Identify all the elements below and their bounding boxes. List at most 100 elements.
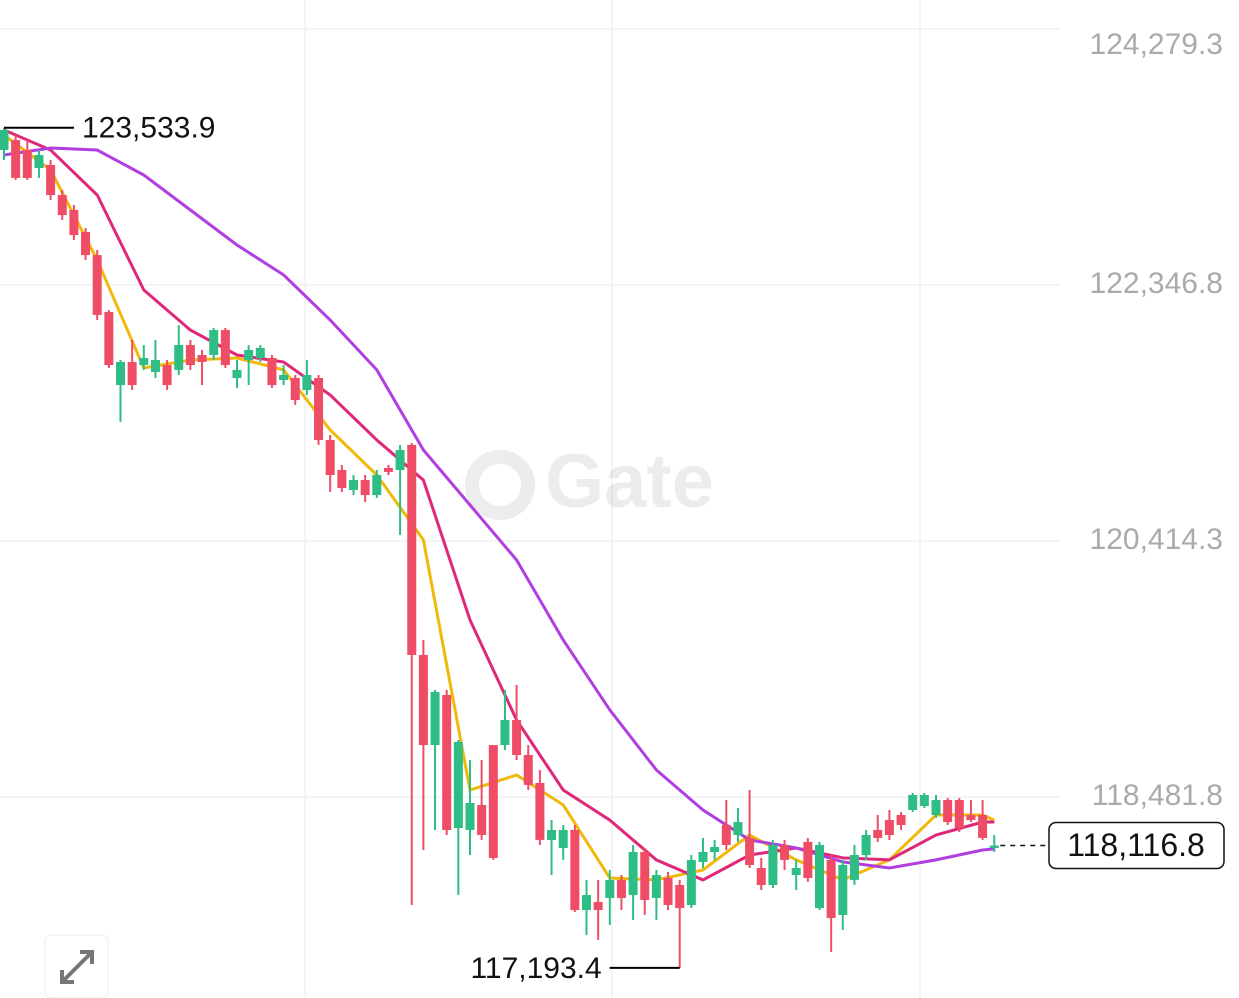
candle-body <box>815 844 824 909</box>
candle-body <box>34 155 44 169</box>
candle-body <box>791 868 801 876</box>
candle-body <box>477 804 487 836</box>
candle-body <box>698 851 708 862</box>
candle-body <box>616 879 626 898</box>
candle-body <box>861 835 871 856</box>
candle-body <box>314 378 324 441</box>
candle-body <box>931 800 941 816</box>
expand-icon[interactable] <box>60 950 94 984</box>
candle-body <box>337 469 347 489</box>
watermark-group: Gate <box>465 439 714 524</box>
candle-body <box>593 901 603 911</box>
candle-body <box>11 140 21 178</box>
candle-body <box>267 358 277 386</box>
candle-body <box>780 844 790 860</box>
candle-body <box>465 802 475 830</box>
candle-body <box>628 851 638 896</box>
candle-body <box>197 354 207 362</box>
candle-body <box>535 782 545 840</box>
candle-body <box>92 255 102 315</box>
candle-body <box>81 232 91 256</box>
candle-body <box>174 345 184 370</box>
candle-body <box>0 129 9 150</box>
candle-body <box>139 358 149 366</box>
candle-body <box>220 330 230 366</box>
candle-body <box>232 369 242 379</box>
candle-body <box>943 800 953 823</box>
candle-body <box>838 864 848 915</box>
candle-body <box>978 815 988 838</box>
watermark-logo <box>465 450 535 520</box>
candle-body <box>395 449 405 470</box>
candle-body <box>290 378 300 401</box>
candle-body <box>663 877 673 905</box>
candle-body <box>966 815 976 821</box>
candle-body <box>954 800 964 829</box>
candle-body <box>640 851 650 900</box>
candle-body <box>104 312 114 366</box>
candle-body <box>908 795 918 810</box>
candle-body <box>919 795 929 807</box>
candle-body <box>768 844 778 885</box>
candle-body <box>651 875 661 898</box>
candle-body <box>116 361 125 386</box>
candle-body <box>407 444 417 655</box>
candle-body <box>302 374 312 390</box>
candle-body <box>570 829 580 911</box>
candle-body <box>745 837 755 865</box>
candle-body <box>605 879 615 898</box>
candle-body <box>686 859 696 905</box>
last-price-label: 118,116.8 <box>1067 827 1205 863</box>
candle-body <box>896 815 906 825</box>
candle-body <box>150 360 160 372</box>
candle-body <box>127 361 137 386</box>
candle-body <box>325 440 335 476</box>
candle-body <box>523 754 533 785</box>
y-tick-label: 122,346.8 <box>1090 267 1223 300</box>
candle-body <box>453 742 463 829</box>
expand-button[interactable] <box>44 934 109 998</box>
candle-body <box>803 841 813 878</box>
candle-body <box>430 692 440 746</box>
candle-body <box>849 855 859 880</box>
candle-body <box>279 374 289 381</box>
candle-body <box>733 822 743 836</box>
candle-body <box>57 195 67 216</box>
candle-body <box>547 829 557 840</box>
candle-body <box>442 694 452 830</box>
candle-body <box>22 149 32 178</box>
candle-body <box>989 845 999 849</box>
candle-body <box>349 480 358 490</box>
candle-body <box>675 884 685 909</box>
max-label: 123,533.9 <box>82 112 215 145</box>
candle-body <box>488 745 498 858</box>
candle-body <box>500 720 510 746</box>
candle-body <box>582 895 591 911</box>
candle-body <box>185 345 195 366</box>
candle-body <box>372 475 382 496</box>
min-label: 117,193.4 <box>470 952 601 985</box>
y-tick-label: 120,414.3 <box>1090 523 1223 556</box>
watermark: Gate <box>545 439 714 524</box>
candle-body <box>69 210 79 236</box>
moving-average-line <box>3 128 995 882</box>
candle-body <box>244 349 254 361</box>
candle-body <box>884 820 894 836</box>
candle-body <box>873 829 883 838</box>
y-tick-label: 124,279.3 <box>1090 28 1223 61</box>
candle-body <box>710 846 720 852</box>
candle-body <box>558 829 568 849</box>
y-tick-label: 118,481.8 <box>1092 779 1223 812</box>
candle-body <box>46 164 56 196</box>
candle-body <box>255 347 265 359</box>
candle-body <box>418 654 428 746</box>
candle-body <box>756 868 766 885</box>
candle-body <box>721 824 731 845</box>
candle-body <box>360 480 370 496</box>
last-price-box <box>1048 821 1225 870</box>
candle-body <box>826 859 836 918</box>
candle-body <box>209 330 219 355</box>
candle-body <box>162 365 172 386</box>
